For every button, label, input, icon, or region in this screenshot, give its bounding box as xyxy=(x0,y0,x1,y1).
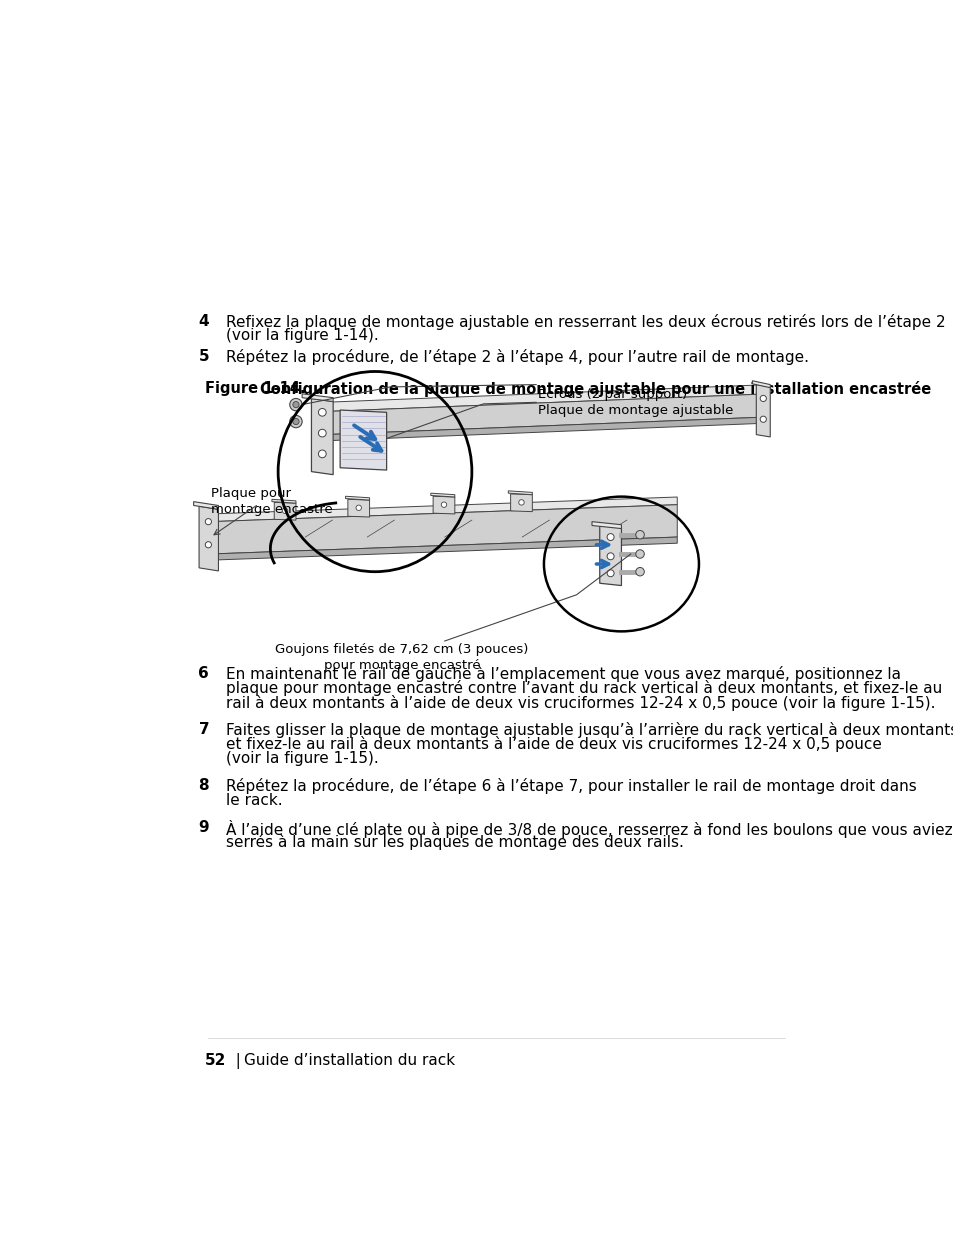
Polygon shape xyxy=(756,384,769,437)
Circle shape xyxy=(293,419,298,425)
Circle shape xyxy=(318,450,326,458)
Text: À l’aide d’une clé plate ou à pipe de 3/8 de pouce, resserrez à fond les boulons: À l’aide d’une clé plate ou à pipe de 3/… xyxy=(226,820,952,837)
Text: Écrous (2 par support): Écrous (2 par support) xyxy=(537,387,686,400)
FancyArrowPatch shape xyxy=(360,437,381,451)
Text: rail à deux montants à l’aide de deux vis cruciformes 12-24 x 0,5 pouce (voir la: rail à deux montants à l’aide de deux vi… xyxy=(226,695,935,711)
Circle shape xyxy=(318,430,326,437)
Polygon shape xyxy=(592,521,620,529)
Circle shape xyxy=(441,501,446,508)
Text: 4: 4 xyxy=(198,314,209,329)
Circle shape xyxy=(282,508,288,514)
Text: 52: 52 xyxy=(205,1053,227,1068)
Circle shape xyxy=(760,395,765,401)
Circle shape xyxy=(606,553,614,559)
Polygon shape xyxy=(348,499,369,517)
Circle shape xyxy=(355,505,361,510)
Polygon shape xyxy=(211,537,677,561)
Text: (voir la figure 1-15).: (voir la figure 1-15). xyxy=(226,751,378,766)
FancyArrowPatch shape xyxy=(596,561,608,568)
Text: Plaque pour
montage encastré: Plaque pour montage encastré xyxy=(211,487,332,516)
Polygon shape xyxy=(752,380,769,388)
Polygon shape xyxy=(302,394,333,401)
Circle shape xyxy=(290,399,302,411)
Text: En maintenant le rail de gauche à l’emplacement que vous avez marqué, positionne: En maintenant le rail de gauche à l’empl… xyxy=(226,666,901,682)
Polygon shape xyxy=(311,399,333,474)
FancyArrowPatch shape xyxy=(596,541,608,548)
Polygon shape xyxy=(211,505,677,555)
Polygon shape xyxy=(508,490,532,495)
Polygon shape xyxy=(274,503,295,520)
Text: Plaque de montage ajustable: Plaque de montage ajustable xyxy=(537,404,732,417)
Polygon shape xyxy=(211,496,677,521)
Text: Goujons filetés de 7,62 cm (3 pouces)
pour montage encastré: Goujons filetés de 7,62 cm (3 pouces) po… xyxy=(275,642,528,672)
Circle shape xyxy=(293,401,298,408)
Polygon shape xyxy=(599,526,620,585)
Text: Guide d’installation du rack: Guide d’installation du rack xyxy=(244,1053,455,1068)
Circle shape xyxy=(205,542,212,548)
Text: plaque pour montage encastré contre l’avant du rack vertical à deux montants, et: plaque pour montage encastré contre l’av… xyxy=(226,680,942,697)
Circle shape xyxy=(635,550,643,558)
Circle shape xyxy=(635,567,643,576)
Polygon shape xyxy=(199,506,218,571)
Circle shape xyxy=(606,534,614,541)
FancyArrowPatch shape xyxy=(354,425,375,440)
Polygon shape xyxy=(193,501,218,509)
Text: le rack.: le rack. xyxy=(226,793,282,808)
Circle shape xyxy=(205,519,212,525)
Circle shape xyxy=(290,415,302,427)
Text: 5: 5 xyxy=(198,350,209,364)
Circle shape xyxy=(606,569,614,577)
Polygon shape xyxy=(324,394,768,435)
Text: 6: 6 xyxy=(198,666,209,680)
Circle shape xyxy=(635,531,643,538)
Polygon shape xyxy=(431,493,455,496)
Text: et fixez-le au rail à deux montants à l’aide de deux vis cruciformes 12-24 x 0,5: et fixez-le au rail à deux montants à l’… xyxy=(226,736,882,752)
Text: Configuration de la plaque de montage ajustable pour une installation encastrée: Configuration de la plaque de montage aj… xyxy=(259,380,930,396)
Polygon shape xyxy=(510,494,532,511)
Text: |: | xyxy=(226,1053,241,1070)
Text: 9: 9 xyxy=(198,820,209,835)
Text: 7: 7 xyxy=(198,721,209,737)
Text: Répétez la procédure, de l’étape 6 à l’étape 7, pour installer le rail de montag: Répétez la procédure, de l’étape 6 à l’é… xyxy=(226,778,916,794)
Text: Figure 1-14.: Figure 1-14. xyxy=(205,380,306,395)
Text: 8: 8 xyxy=(198,778,209,793)
Circle shape xyxy=(760,416,765,422)
Polygon shape xyxy=(324,417,768,441)
Polygon shape xyxy=(272,499,295,503)
Circle shape xyxy=(318,409,326,416)
Text: Répétez la procédure, de l’étape 2 à l’étape 4, pour l’autre rail de montage.: Répétez la procédure, de l’étape 2 à l’é… xyxy=(226,350,808,366)
Text: (voir la figure 1-14).: (voir la figure 1-14). xyxy=(226,329,378,343)
Polygon shape xyxy=(324,384,768,411)
Circle shape xyxy=(518,500,523,505)
Text: Faites glisser la plaque de montage ajustable jusqu’à l’arrière du rack vertical: Faites glisser la plaque de montage ajus… xyxy=(226,721,953,737)
Polygon shape xyxy=(345,496,369,500)
Polygon shape xyxy=(433,496,455,514)
Polygon shape xyxy=(340,410,386,471)
Text: Refixez la plaque de montage ajustable en resserrant les deux écrous retirés lor: Refixez la plaque de montage ajustable e… xyxy=(226,314,944,330)
Text: serrés à la main sur les plaques de montage des deux rails.: serrés à la main sur les plaques de mont… xyxy=(226,835,683,850)
